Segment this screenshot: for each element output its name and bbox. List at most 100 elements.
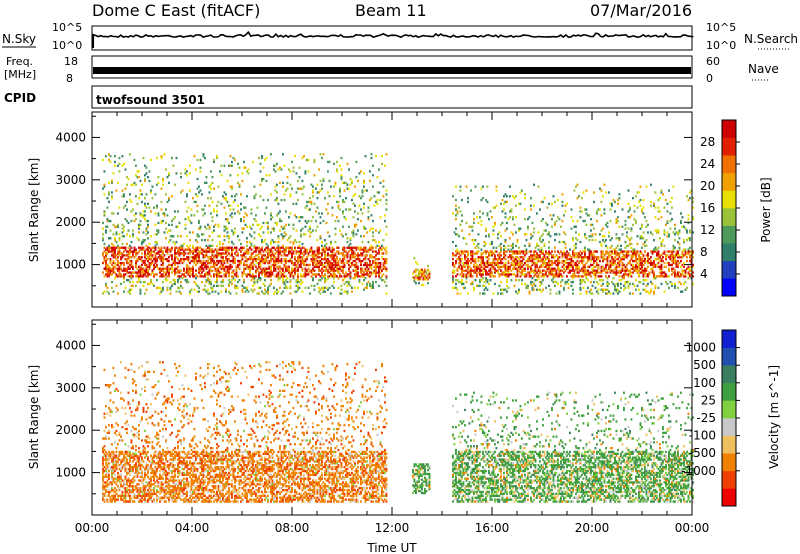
power-cell [352, 246, 355, 249]
power-cell [533, 231, 535, 234]
power-cell [214, 267, 217, 270]
power-cell [255, 258, 257, 261]
power-cell [519, 252, 522, 255]
power-cell [465, 263, 468, 267]
power-cell [415, 268, 417, 271]
power-cell [208, 204, 211, 207]
power-cell [291, 248, 293, 251]
power-cell [337, 261, 340, 265]
power-cell [566, 258, 568, 261]
power-cell [282, 277, 284, 280]
power-cell [297, 179, 299, 183]
power-cell [381, 279, 383, 282]
power-cell [306, 200, 308, 204]
power-cell [129, 288, 131, 291]
power-cell [163, 153, 166, 156]
power-cell [204, 275, 206, 278]
power-cell [337, 206, 340, 209]
power-cell [144, 204, 146, 207]
power-cell [464, 265, 466, 269]
power-cell [165, 227, 167, 230]
power-cell [645, 279, 648, 282]
power-cell [174, 267, 176, 270]
power-cell [615, 254, 618, 257]
power-cell [333, 267, 335, 270]
power-cell [322, 248, 325, 251]
power-cell [211, 258, 214, 261]
power-cell [549, 252, 552, 255]
power-cell [415, 282, 417, 285]
power-cell [214, 280, 217, 284]
power-cell [558, 252, 561, 255]
power-cell [180, 292, 182, 295]
power-cell [322, 219, 325, 223]
power-cell [521, 269, 523, 272]
power-cell [181, 261, 184, 265]
power-cell [150, 263, 152, 267]
power-cell [357, 252, 359, 255]
power-cell [594, 239, 597, 242]
power-cell [258, 156, 260, 160]
power-cell [483, 265, 486, 269]
power-cell [564, 282, 567, 286]
power-cell [513, 267, 516, 270]
power-cell [325, 269, 328, 272]
power-cell [265, 156, 268, 160]
power-cell [175, 240, 178, 244]
power-cell [611, 261, 613, 265]
power-cell [319, 259, 322, 263]
power-cell [160, 258, 163, 261]
power-cell [600, 279, 603, 282]
power-cell [168, 223, 170, 227]
power-cell [596, 256, 598, 259]
power-cell [144, 280, 146, 284]
power-cell [384, 261, 386, 265]
power-cell [330, 275, 332, 278]
power-cell [150, 261, 152, 265]
power-cell [249, 273, 251, 276]
power-cell [504, 269, 507, 272]
power-cell [244, 290, 247, 293]
power-cell [627, 275, 630, 278]
power-cell [500, 269, 502, 272]
power-cell [237, 275, 239, 278]
power-cell [259, 235, 262, 238]
power-cell [198, 267, 200, 270]
power-cell [231, 212, 233, 215]
power-cell [455, 218, 457, 221]
power-cell [419, 272, 422, 275]
power-cell [316, 259, 319, 263]
power-cell [279, 286, 281, 290]
power-cell [213, 208, 215, 211]
power-cell [372, 280, 374, 284]
power-cell [585, 212, 588, 215]
power-cell [243, 160, 245, 164]
power-cell [635, 219, 637, 223]
power-cell [108, 246, 110, 249]
power-cell [593, 269, 595, 272]
power-cell [467, 271, 469, 274]
power-cell [572, 292, 574, 295]
power-cell [654, 277, 657, 280]
power-cell [370, 284, 373, 288]
power-cell [354, 185, 356, 188]
power-cell [201, 263, 203, 267]
power-cell [352, 233, 355, 236]
power-cell [310, 258, 313, 261]
power-cell [180, 248, 182, 251]
power-cell [301, 242, 304, 246]
power-cell [123, 250, 125, 253]
power-cell [286, 265, 289, 269]
power-cell [289, 284, 292, 288]
power-cell [162, 219, 164, 223]
power-cell [366, 269, 368, 272]
power-cell [252, 267, 254, 270]
power-cell [274, 248, 277, 251]
power-cell [324, 290, 326, 293]
power-cell [343, 265, 346, 269]
power-cell [147, 256, 149, 259]
power-cell [369, 179, 371, 183]
power-cell [106, 248, 109, 251]
power-cell [118, 252, 121, 255]
power-cell [675, 273, 678, 276]
